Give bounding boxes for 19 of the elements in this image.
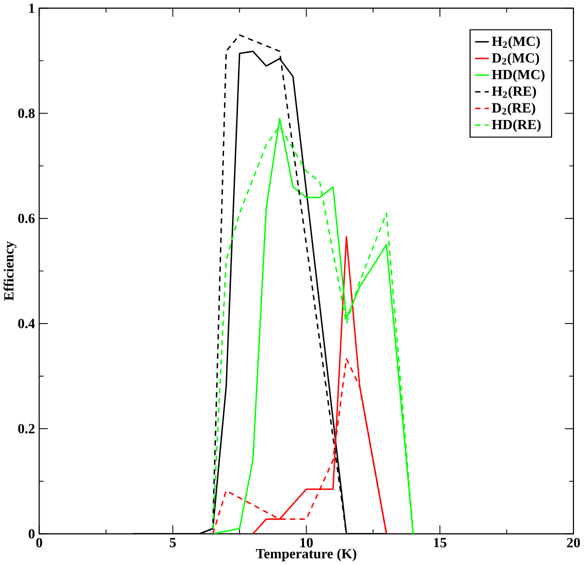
y-tick-label: 0 [28,529,35,539]
legend-label: HD(RE) [492,120,541,132]
y-tick-label: 0.4 [18,318,35,328]
y-tick-label: 0.6 [18,214,35,224]
y-tick-label: 0.8 [18,108,35,118]
y-tick-label: 0.2 [18,424,34,434]
x-tick-label: 5 [170,538,176,548]
legend-label: H$_{2}$(MC) [492,36,540,49]
legend-label: D$_{2}$(MC) [492,52,540,66]
x-tick-label: 15 [434,538,446,548]
x-tick-label: 10 [300,538,313,548]
legend-label: HD(MC) [492,70,544,82]
x-tick-label: 20 [567,538,580,548]
x-tick-label: 0 [36,538,42,548]
y-tick-label: 1 [29,4,34,13]
legend-label: D$_{2}$(RE) [492,102,536,116]
legend-label: H$_{2}$(RE) [492,86,536,99]
y-axis-title: Efficiency [4,241,16,301]
x-axis-title: Temperature (K) [256,548,356,562]
